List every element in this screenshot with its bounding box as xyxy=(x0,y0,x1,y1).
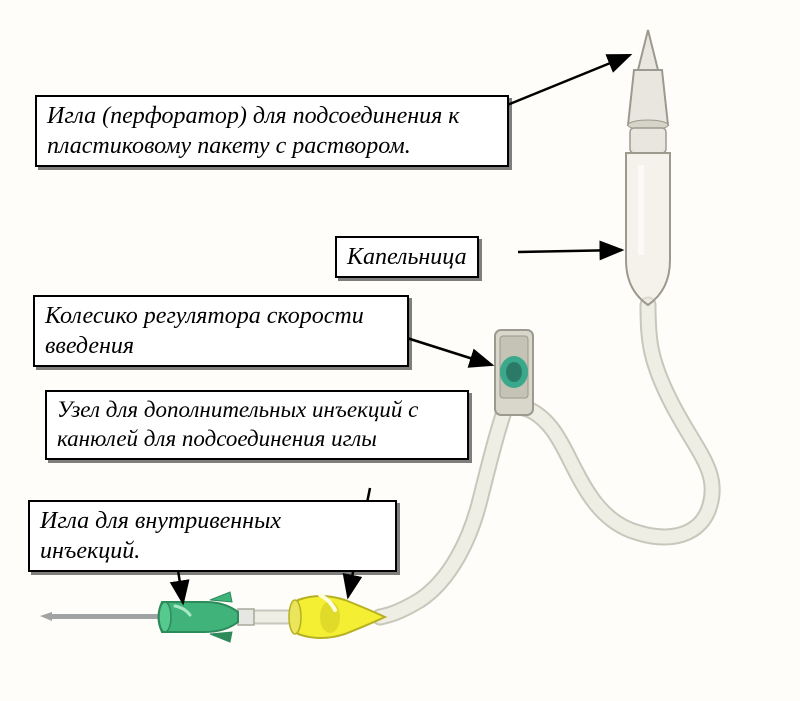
drip-chamber xyxy=(626,30,670,305)
label-spike: Игла (перфоратор) для подсоединения к пл… xyxy=(35,95,509,167)
y-port xyxy=(289,595,385,638)
label-yport: Узел для дополнительных инъекций с канюл… xyxy=(45,390,469,460)
label-spike-text: Игла (перфоратор) для подсоединения к пл… xyxy=(47,103,460,159)
label-regulator: Колесико регулятора скорости введения xyxy=(33,295,409,367)
label-needle-text: Игла для внутривенных инъекций. xyxy=(40,508,281,564)
label-drip: Капельница xyxy=(335,236,479,278)
iv-needle xyxy=(40,592,238,642)
label-needle: Игла для внутривенных инъекций. xyxy=(28,500,397,572)
diagram-canvas: Игла (перфоратор) для подсоединения к пл… xyxy=(0,0,800,701)
label-drip-text: Капельница xyxy=(347,244,467,270)
label-regulator-text: Колесико регулятора скорости введения xyxy=(45,303,364,359)
regulator xyxy=(495,330,533,415)
label-yport-text: Узел для дополнительных инъекций с канюл… xyxy=(57,397,418,451)
